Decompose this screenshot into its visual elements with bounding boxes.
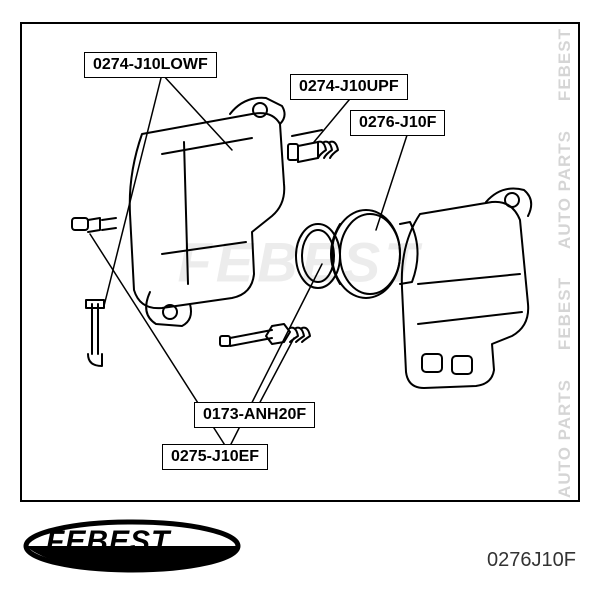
label-0274-j10lowf: 0274-J10LOWF	[84, 52, 217, 78]
brand-logo: FEBEST	[22, 514, 282, 578]
brand-logo-text: FEBEST	[46, 525, 170, 559]
label-0276-j10f: 0276-J10F	[350, 110, 445, 136]
label-0173-anh20f: 0173-ANH20F	[194, 402, 315, 428]
diagram-frame: FEBEST	[20, 22, 580, 502]
label-0274-j10upf: 0274-J10UPF	[290, 74, 408, 100]
part-number: 0276J10F	[487, 549, 576, 572]
label-0275-j10ef: 0275-J10EF	[162, 444, 268, 470]
